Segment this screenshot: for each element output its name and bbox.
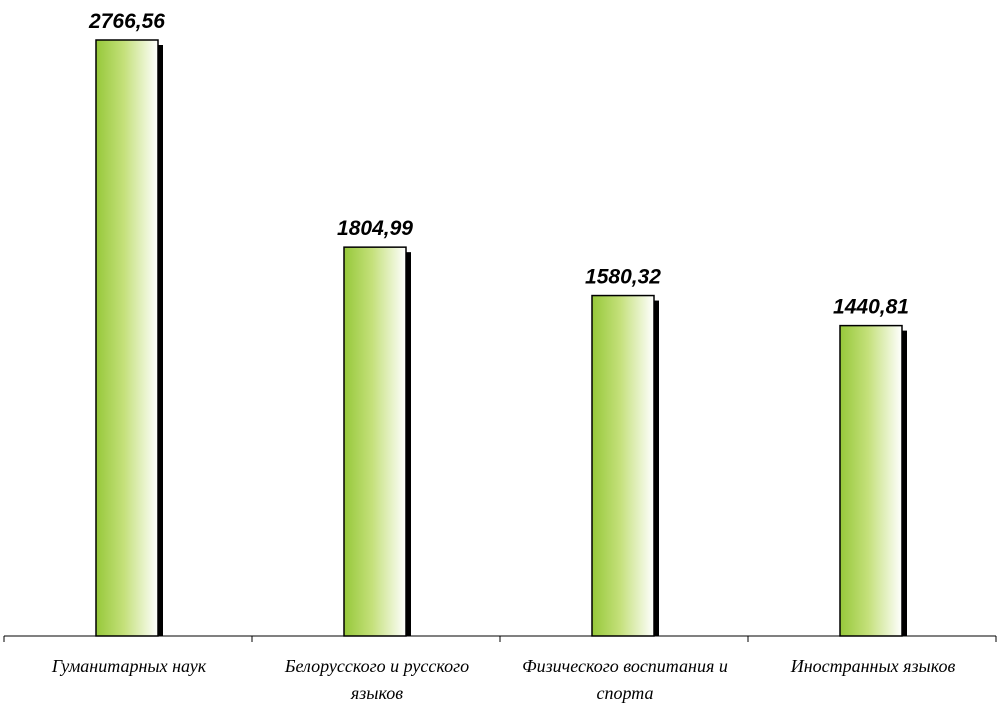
value-label-3: 1580,32 [585,266,661,289]
x-axis [3,635,997,642]
category-label-line: языков [350,683,403,703]
category-label-2: Белорусского и русского языков [284,656,469,703]
category-label-3: Физического воспитания и спорта [522,656,728,703]
category-label-4: Иностранных языков [790,656,956,676]
category-label-line: Гуманитарных наук [51,656,207,676]
category-label-line: Белорусского и русского [284,656,469,676]
bars [95,39,903,637]
bar-1 [95,39,159,637]
bar-shadows [101,45,907,637]
value-label-4: 1440,81 [833,296,909,319]
category-label-line: спорта [597,683,654,703]
value-label-1: 2766,56 [88,10,165,33]
category-label-line: Физического воспитания и [522,656,728,676]
value-label-2: 1804,99 [337,217,413,240]
category-labels: Гуманитарных наук Белорусского и русского… [51,656,956,703]
category-label-1: Гуманитарных наук [51,656,207,676]
bar-4 [839,324,903,637]
value-labels: 2766,56 1804,99 1580,32 1440,81 [88,10,909,319]
category-label-line: Иностранных языков [790,656,956,676]
bar-2 [343,246,407,637]
bar-3 [591,294,655,637]
